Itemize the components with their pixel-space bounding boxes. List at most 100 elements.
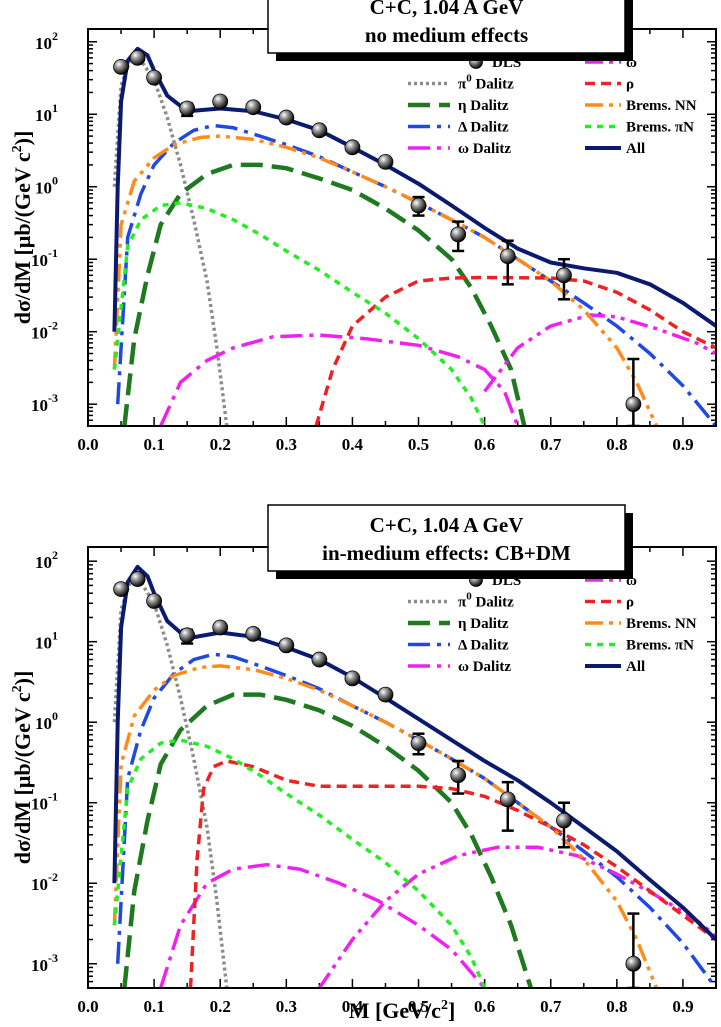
y-tick-label: 10-1 (31, 246, 58, 270)
series-eta (122, 162, 527, 426)
title-line-2: in-medium effects: CB+DM (322, 541, 571, 565)
y-tick-label: 10-2 (31, 870, 58, 894)
data-point (410, 197, 427, 214)
legend-label-omega: ω (626, 55, 637, 71)
legend-label-rho: ρ (626, 77, 634, 93)
x-tick-label: 0.3 (276, 435, 297, 454)
chart-panel-1: 0.0 0.1 0.2 0.3 0.4 0.5 0.6 0.7 0.8 0.9 10-3 10-2 10… (10, 0, 717, 454)
y-tick-label: 10-2 (31, 319, 58, 343)
legend-label-brems_pin: Brems. πN (626, 120, 694, 136)
data-point (410, 735, 427, 752)
data-point (377, 154, 394, 170)
legend-label-all: All (626, 659, 645, 675)
data-point (113, 58, 129, 75)
series-pi0 (112, 56, 229, 426)
ticks (87, 29, 717, 427)
data-point (179, 100, 196, 117)
x-tick-label: 0.0 (77, 435, 98, 454)
y-tick-label: 100 (35, 174, 58, 198)
series-rho (188, 759, 716, 988)
data-points (113, 571, 642, 972)
series-brems_pin (112, 738, 487, 988)
legend-label-pi0: π0 Dalitz (458, 73, 514, 93)
x-tick-label: 0.2 (210, 435, 231, 454)
legend-label-eta: η Dalitz (458, 616, 509, 632)
x-tick-label: 0.3 (276, 997, 297, 1016)
x-tick-label: 0.9 (672, 997, 693, 1016)
series-brems_nn (112, 664, 659, 988)
series-omega (483, 313, 716, 393)
title-frame (267, 504, 626, 572)
data-point (344, 670, 361, 687)
data-point (499, 791, 516, 808)
series-rho (314, 275, 716, 426)
series-brems_nn (112, 134, 659, 426)
x-tick-label: 0.4 (342, 997, 364, 1016)
x-tick-label: 0.6 (474, 997, 495, 1016)
y-tick-label: 102 (35, 548, 58, 572)
x-tick-label: 0.8 (606, 997, 627, 1016)
title-frame (267, 0, 626, 54)
legend-label-omega: ω (626, 573, 637, 589)
data-point (556, 812, 572, 829)
y-tick-label: 10-1 (31, 790, 58, 814)
y-tick-label: 10-3 (31, 951, 58, 975)
legend-label-delta: Δ Dalitz (458, 638, 509, 654)
y-tick-label: 100 (35, 709, 58, 733)
legend-label-all: All (626, 141, 645, 157)
data-point (311, 651, 328, 668)
series-omega (317, 845, 716, 988)
legend-label-delta: Δ Dalitz (458, 120, 509, 136)
data-point (129, 571, 146, 587)
y-tick-label: 10-3 (31, 391, 58, 415)
title-box: C+C, 1.04 A GeV in-medium effects: CB+DM (267, 504, 633, 579)
y-axis-label: dσ/dM [μb/(GeV c2)] (10, 131, 35, 325)
data-point (556, 267, 572, 284)
title-box: C+C, 1.04 A GeV no medium effects (267, 0, 633, 61)
legend-label-brems_nn: Brems. NN (626, 616, 697, 632)
chart-panel-2: 0.0 0.1 0.2 0.3 0.4 0.5 0.6 0.7 0.8 0.9 10-3 10-2 10… (10, 504, 717, 1016)
plot-frame (87, 28, 717, 427)
data-point (625, 396, 642, 413)
x-tick-label: 0.1 (143, 997, 164, 1016)
legend-label-pi0: π0 Dalitz (458, 591, 514, 611)
error-bars (181, 628, 640, 988)
x-tick-label: 0.0 (77, 997, 98, 1016)
x-tick-label: 0.7 (540, 997, 562, 1016)
data-point (212, 619, 229, 636)
y-tick-label: 101 (35, 101, 58, 125)
x-tick-label: 0.6 (474, 435, 495, 454)
data-point (278, 109, 295, 126)
data-point (245, 625, 262, 642)
x-tick-label: 0.8 (606, 435, 627, 454)
legend-label-omega_dalitz: ω Dalitz (458, 659, 511, 675)
y-axis-label: dσ/dM [μb/(GeV c2)] (10, 671, 35, 865)
series-omega_dalitz (159, 862, 486, 988)
series-eta (122, 692, 534, 988)
x-tick-label: 0.2 (210, 997, 231, 1016)
legend-label-eta: η Dalitz (458, 98, 509, 114)
data-points (113, 49, 642, 413)
data-point (344, 139, 361, 156)
y-tick-label: 102 (35, 29, 58, 53)
series-pi0 (112, 577, 229, 988)
data-point (212, 93, 229, 110)
title-line-1: C+C, 1.04 A GeV (370, 0, 524, 19)
data-point (113, 581, 129, 598)
data-point (377, 686, 394, 703)
x-tick-label: 0.1 (143, 435, 164, 454)
data-point (245, 99, 262, 116)
x-tick-label: 0.5 (408, 997, 429, 1016)
legend-label-omega_dalitz: ω Dalitz (458, 141, 511, 157)
x-tick-label: 0.4 (342, 435, 364, 454)
y-tick-label: 101 (35, 629, 58, 653)
curves (112, 564, 716, 988)
series-brems_pin (112, 201, 487, 426)
series-omega_dalitz (159, 333, 520, 426)
data-point (179, 627, 196, 644)
data-point (146, 69, 163, 86)
data-point (499, 248, 516, 265)
x-tick-label: 0.7 (540, 435, 562, 454)
